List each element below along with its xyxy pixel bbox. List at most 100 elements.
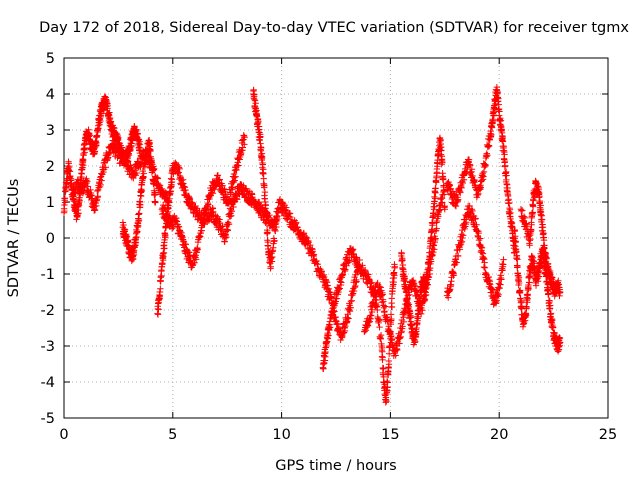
y-tick-label: -5 bbox=[41, 411, 55, 427]
x-tick-label: 15 bbox=[381, 427, 399, 443]
data-point bbox=[514, 256, 521, 263]
data-point bbox=[345, 259, 352, 266]
data-point bbox=[133, 169, 140, 177]
data-point bbox=[150, 181, 158, 188]
data-point bbox=[80, 152, 87, 159]
data-point bbox=[209, 190, 217, 197]
data-point bbox=[283, 204, 290, 211]
data-point bbox=[432, 185, 439, 192]
data-point bbox=[159, 201, 167, 209]
data-point bbox=[98, 177, 105, 184]
x-tick-label: 20 bbox=[490, 427, 508, 443]
data-point bbox=[347, 304, 354, 311]
data-point bbox=[367, 280, 374, 287]
data-point bbox=[94, 193, 102, 200]
data-point bbox=[148, 157, 156, 165]
data-point bbox=[61, 207, 68, 215]
data-point bbox=[155, 306, 162, 313]
data-point bbox=[76, 197, 83, 204]
data-point bbox=[88, 191, 95, 199]
data-point bbox=[342, 266, 349, 273]
data-point bbox=[325, 285, 333, 293]
data-point bbox=[258, 153, 266, 160]
data-point bbox=[168, 178, 176, 186]
data-point bbox=[131, 167, 139, 174]
data-point bbox=[263, 214, 270, 221]
data-point bbox=[514, 262, 521, 270]
data-point bbox=[230, 178, 237, 186]
data-point bbox=[138, 187, 146, 195]
data-point bbox=[140, 170, 147, 177]
data-point bbox=[342, 322, 349, 330]
data-point bbox=[216, 219, 224, 227]
data-point bbox=[350, 287, 358, 295]
data-point bbox=[105, 151, 112, 158]
data-point bbox=[104, 102, 111, 110]
data-point bbox=[377, 331, 385, 339]
y-tick-label: 4 bbox=[46, 87, 55, 103]
y-axis-label: SDTVAR / TECUs bbox=[6, 179, 22, 298]
data-point bbox=[181, 184, 189, 191]
data-points bbox=[60, 83, 564, 406]
data-point bbox=[192, 202, 199, 210]
data-point bbox=[182, 241, 190, 248]
x-tick-label: 0 bbox=[59, 427, 68, 443]
data-point bbox=[128, 165, 135, 172]
data-point bbox=[168, 225, 176, 232]
data-point bbox=[336, 285, 343, 292]
data-point bbox=[241, 134, 248, 141]
data-point bbox=[136, 144, 144, 152]
data-point bbox=[219, 182, 226, 189]
data-point bbox=[368, 279, 375, 286]
data-point bbox=[274, 209, 282, 217]
data-point bbox=[176, 165, 183, 173]
data-point bbox=[224, 226, 231, 233]
data-point bbox=[231, 177, 238, 184]
data-point bbox=[433, 169, 441, 176]
data-point bbox=[147, 147, 154, 155]
data-point bbox=[154, 175, 162, 182]
data-point bbox=[326, 324, 334, 331]
data-point bbox=[137, 192, 145, 200]
axis-ticks bbox=[63, 57, 609, 419]
data-point bbox=[154, 174, 161, 181]
y-tick-label: -2 bbox=[41, 303, 55, 319]
data-point bbox=[228, 212, 235, 219]
data-point bbox=[518, 298, 525, 305]
data-point bbox=[267, 263, 274, 270]
data-point bbox=[158, 272, 165, 280]
data-point bbox=[191, 259, 198, 266]
data-point bbox=[93, 139, 100, 147]
data-point bbox=[485, 142, 492, 149]
y-tick-label: 1 bbox=[46, 195, 55, 211]
data-point bbox=[63, 179, 70, 186]
data-point bbox=[329, 308, 337, 315]
data-point bbox=[339, 271, 347, 278]
data-point bbox=[269, 253, 276, 261]
data-point bbox=[84, 183, 92, 190]
data-point bbox=[241, 141, 248, 148]
data-point bbox=[530, 197, 537, 204]
data-point bbox=[255, 118, 262, 125]
data-point bbox=[322, 277, 330, 284]
data-point bbox=[220, 185, 228, 193]
data-point bbox=[192, 256, 200, 263]
data-point bbox=[264, 229, 271, 236]
data-point bbox=[353, 278, 360, 285]
data-point bbox=[348, 297, 356, 305]
data-point bbox=[324, 282, 331, 289]
data-point bbox=[228, 208, 236, 215]
data-point bbox=[84, 178, 91, 185]
data-point bbox=[256, 198, 263, 206]
y-tick-label: 2 bbox=[46, 159, 55, 175]
data-point bbox=[94, 187, 101, 195]
data-point bbox=[333, 295, 340, 302]
x-axis-label: GPS time / hours bbox=[275, 458, 396, 474]
data-point bbox=[205, 201, 212, 208]
data-point bbox=[226, 196, 233, 203]
data-point bbox=[329, 312, 336, 319]
data-point bbox=[274, 215, 281, 223]
data-point bbox=[152, 198, 159, 206]
data-point bbox=[240, 132, 248, 140]
data-point bbox=[261, 188, 269, 196]
